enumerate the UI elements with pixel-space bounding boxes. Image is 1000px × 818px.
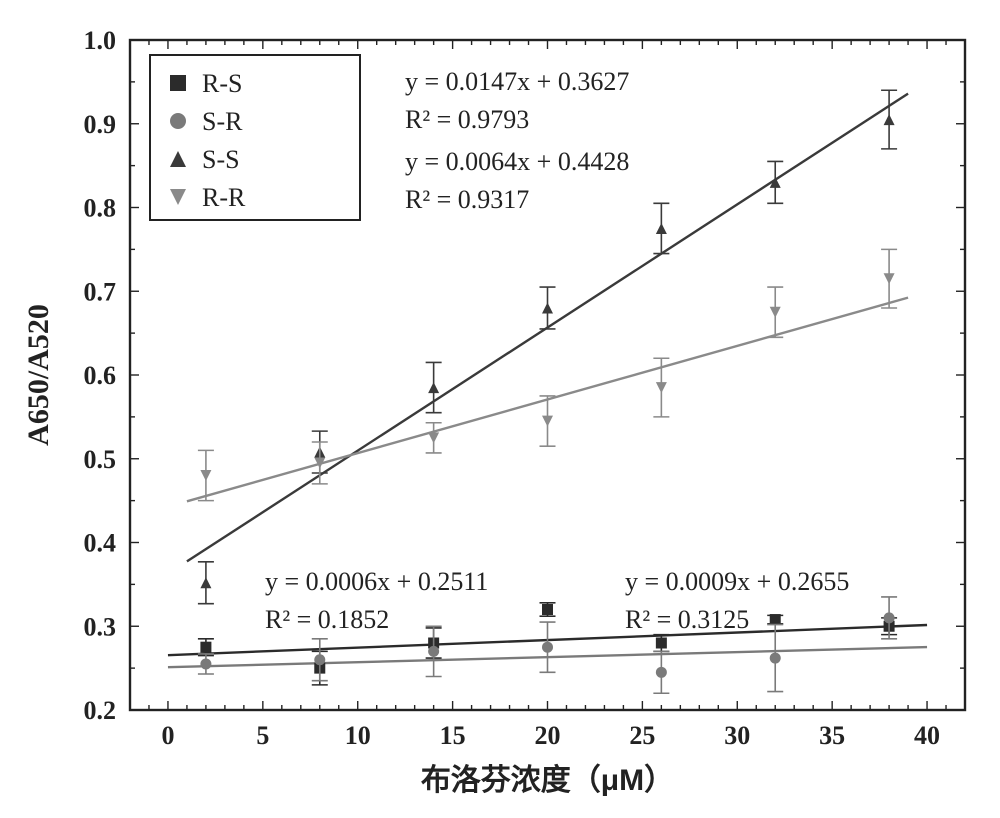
x-tick-label: 30 (724, 721, 750, 750)
x-tick-label: 15 (440, 721, 466, 750)
legend-item-label: R-R (202, 183, 246, 212)
y-tick-label: 0.5 (84, 445, 117, 474)
equation-annotation: y = 0.0009x + 0.2655 (625, 567, 849, 596)
equation-annotation: y = 0.0064x + 0.4428 (405, 147, 629, 176)
x-tick-label: 40 (914, 721, 940, 750)
y-tick-label: 0.3 (84, 612, 117, 641)
x-tick-label: 5 (256, 721, 269, 750)
equation-annotation: y = 0.0006x + 0.2511 (265, 567, 488, 596)
equation-annotation: R² = 0.3125 (625, 605, 749, 634)
y-tick-label: 0.2 (84, 696, 117, 725)
y-tick-label: 0.7 (84, 277, 117, 306)
x-tick-label: 35 (819, 721, 845, 750)
x-axis-label: 布洛芬浓度（μM） (421, 763, 674, 797)
x-tick-label: 10 (345, 721, 371, 750)
equation-annotation: y = 0.0147x + 0.3627 (405, 67, 629, 96)
y-tick-label: 0.9 (84, 110, 117, 139)
legend-item-label: S-S (202, 145, 240, 174)
y-tick-label: 0.8 (84, 194, 117, 223)
equation-annotation: R² = 0.9317 (405, 185, 529, 214)
y-tick-label: 0.4 (84, 529, 117, 558)
equation-annotation: R² = 0.9793 (405, 105, 529, 134)
legend: R-S S-R S-S R-R (150, 55, 360, 220)
y-tick-label: 0.6 (84, 361, 117, 390)
legend-item-label: S-R (202, 107, 243, 136)
scatter-chart: 0 5 10 15 20 25 30 35 40 0.2 0.3 0.4 0.5 0.6 0.7 0.8 0.9… (0, 0, 1000, 818)
equation-annotation: R² = 0.1852 (265, 605, 389, 634)
x-tick-label: 20 (535, 721, 561, 750)
x-tick-label: 0 (161, 721, 174, 750)
chart-container: 0 5 10 15 20 25 30 35 40 0.2 0.3 0.4 0.5 0.6 0.7 0.8 0.9… (0, 0, 1000, 818)
legend-item-label: R-S (202, 69, 242, 98)
y-tick-label: 1.0 (84, 26, 117, 55)
x-tick-label: 25 (629, 721, 655, 750)
y-axis-label: A650/A520 (22, 304, 55, 446)
